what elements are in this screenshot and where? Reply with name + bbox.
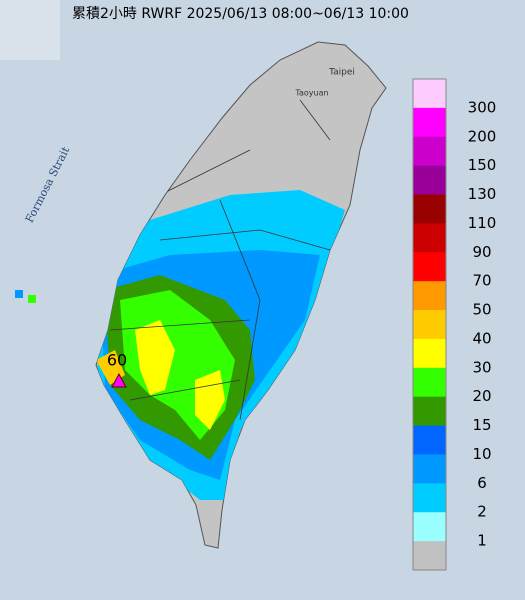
legend-label: 15 — [472, 416, 491, 434]
legend-swatch — [413, 483, 446, 513]
rain-area — [28, 295, 36, 303]
legend-swatch — [413, 223, 446, 253]
legend-swatch — [413, 194, 446, 224]
legend-label: 20 — [472, 387, 491, 405]
legend-label: 110 — [468, 214, 497, 232]
legend-swatch — [413, 367, 446, 398]
legend-swatch — [413, 425, 446, 455]
city-label: Taoyuan — [294, 89, 328, 98]
legend-label: 50 — [472, 301, 491, 319]
legend-frame — [412, 78, 447, 571]
legend-swatch — [413, 79, 446, 109]
rain-area — [15, 290, 23, 298]
city-label: Taipei — [328, 68, 355, 78]
legend-label: 70 — [472, 272, 491, 290]
legend-label: 30 — [472, 358, 491, 376]
legend-label: 200 — [468, 127, 497, 145]
rain-area — [135, 320, 225, 430]
station-marker — [111, 372, 127, 388]
legend-label: 90 — [472, 243, 491, 261]
legend-swatch — [413, 252, 446, 282]
legend-swatch — [413, 136, 446, 167]
legend-swatch — [413, 165, 446, 196]
legend-label: 300 — [468, 98, 497, 116]
county-border — [109, 99, 331, 421]
legend-label: 1 — [477, 532, 487, 550]
legend-swatch — [413, 396, 446, 427]
legend-swatch — [413, 454, 446, 484]
cloud — [0, 0, 60, 60]
map-title: 累積2小時 RWRF 2025/06/13 08:00~06/13 10:00 — [72, 6, 409, 22]
legend-label: 6 — [477, 474, 487, 492]
legend-swatch — [413, 338, 446, 369]
legend-swatch — [413, 281, 446, 311]
legend-label: 2 — [477, 503, 487, 521]
legend-label: 150 — [468, 156, 497, 174]
legend-label: 10 — [472, 445, 491, 463]
legend-swatch — [413, 310, 446, 340]
legend-swatch — [413, 541, 446, 571]
legend-label: 130 — [468, 185, 497, 203]
legend-swatch — [413, 107, 446, 138]
legend-swatch — [413, 512, 446, 542]
station-value: 60 — [107, 351, 127, 370]
legend: 300 200 150 130 110 90 70 50 40 30 20 15 10 6 2 1 — [412, 78, 497, 571]
legend-label: 40 — [472, 329, 491, 347]
